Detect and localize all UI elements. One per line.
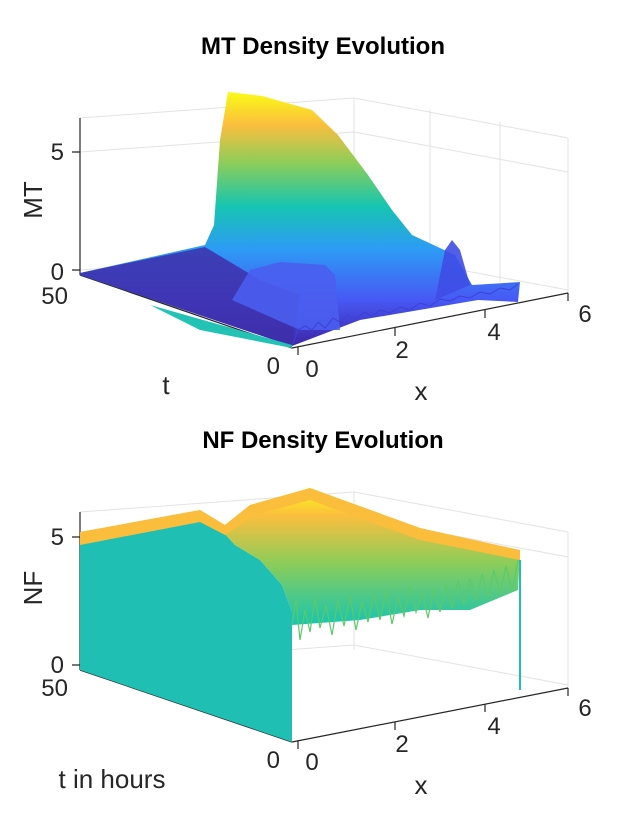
mt-ztick-0: 0 [51,259,64,286]
nf-surface-front [80,512,292,742]
nf-ylabel: t in hours [59,764,166,794]
mt-zlabel: MT [18,181,48,219]
mt-bump-2 [435,240,470,300]
nf-surface-crest [80,488,520,560]
mt-ztick-5: 5 [51,139,64,166]
nf-surface-top [80,488,520,625]
mt-ytick-50: 50 [41,283,68,310]
mt-ylabel: t [162,370,170,400]
nf-zlabel: NF [18,571,48,606]
nf-xlabel: x [415,770,428,800]
mt-xlabel: x [415,376,428,406]
mt-ytick-0: 0 [267,353,280,380]
nf-ytick-50: 50 [41,675,68,702]
mt-xtick-0: 0 [305,356,318,383]
nf-ytick-0: 0 [267,747,280,774]
mt-xtick-2: 2 [395,337,408,364]
mt-chart-title: MT Density Evolution [201,33,445,60]
nf-noisy-edge [291,559,519,641]
mt-surface-edge [150,305,292,348]
mt-noisy-edge [291,283,519,347]
mt-axes [72,118,569,355]
nf-chart: NF Density Evolution 5 0 50 0 0 2 4 6 NF [18,427,592,800]
mt-xtick-6: 6 [578,301,591,328]
nf-xtick-2: 2 [395,731,408,758]
mt-chart: MT Density Evolution 5 0 50 0 0 2 4 6 [18,33,592,406]
mt-xtick-4: 4 [487,319,500,346]
nf-xtick-0: 0 [305,749,318,776]
nf-ztick-5: 5 [51,524,64,551]
nf-chart-title: NF Density Evolution [202,427,443,454]
mt-surface-floor [80,247,300,346]
nf-xtick-6: 6 [578,695,591,722]
nf-xtick-4: 4 [487,713,500,740]
nf-ztick-0: 0 [51,652,64,679]
mt-bump-1 [232,262,340,330]
